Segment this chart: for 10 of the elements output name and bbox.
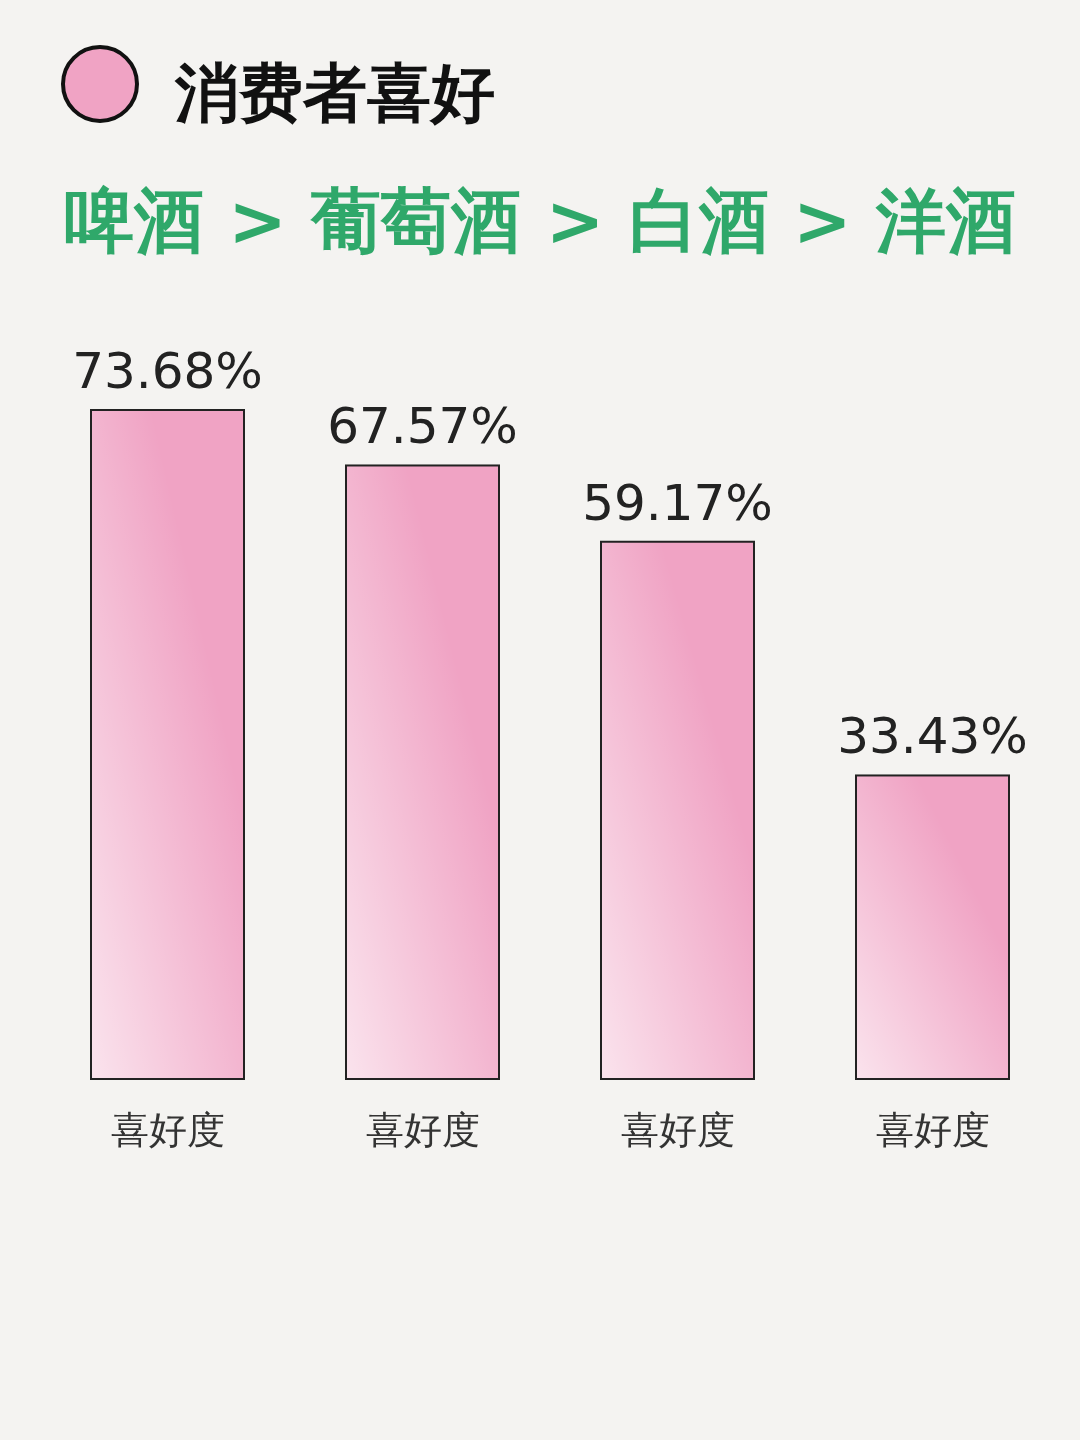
data-label: 67.57% xyxy=(327,397,518,456)
x-tick-label: 喜好度 xyxy=(365,1108,480,1152)
x-tick-label: 喜好度 xyxy=(620,1108,735,1152)
data-label: 59.17% xyxy=(582,473,773,532)
x-tick-label: 喜好度 xyxy=(875,1108,990,1152)
data-label: 33.43% xyxy=(837,707,1028,766)
chart-subtitle: 啤酒 > 葡萄酒 > 白酒 > 洋酒 xyxy=(63,180,1017,262)
chart-title: 消费者喜好 xyxy=(174,56,495,130)
x-tick-label: 喜好度 xyxy=(110,1108,225,1152)
data-label: 73.68% xyxy=(72,342,263,400)
